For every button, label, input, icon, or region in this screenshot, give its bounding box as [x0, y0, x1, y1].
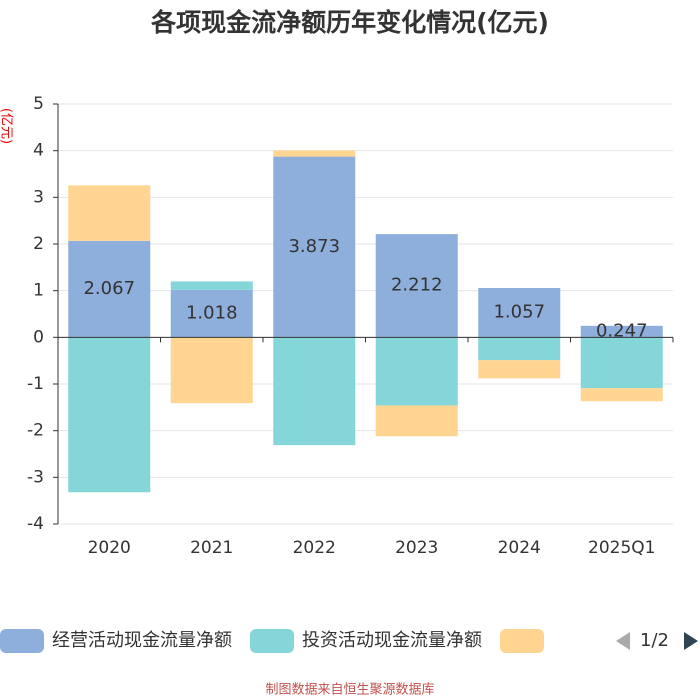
y-tick-label: 4 — [33, 141, 44, 161]
bar — [478, 288, 561, 338]
data-label: 1.018 — [186, 303, 238, 324]
bar — [273, 150, 356, 157]
legend-label: 经营活动现金流量净额 — [52, 630, 232, 651]
bar — [68, 240, 151, 338]
bar — [580, 388, 663, 402]
legend-swatch — [0, 629, 44, 653]
y-tick-label: 2 — [33, 234, 44, 254]
bar — [478, 337, 561, 361]
bar — [580, 337, 663, 389]
bar — [170, 289, 253, 338]
bar — [170, 281, 253, 290]
bar — [478, 360, 561, 379]
data-label: 2.067 — [83, 278, 135, 299]
legend-page: 1/2 — [640, 630, 669, 651]
y-tick-label: -1 — [27, 374, 44, 394]
bar — [580, 325, 663, 338]
data-label: 3.873 — [288, 236, 340, 257]
bar — [375, 234, 458, 338]
bar — [68, 185, 151, 241]
bar — [375, 337, 458, 406]
data-label: 0.247 — [596, 321, 648, 342]
y-tick-label: 5 — [33, 94, 44, 114]
source-note: 制图数据来自恒生聚源数据库 — [265, 682, 434, 698]
y-tick-label: -2 — [27, 421, 44, 441]
y-axis-label: (亿元) — [0, 108, 14, 144]
y-tick-label: -3 — [27, 467, 44, 487]
x-tick-label: 2024 — [498, 538, 541, 558]
data-label: 2.212 — [391, 275, 443, 296]
legend-swatch — [250, 629, 294, 653]
bar — [273, 337, 356, 446]
legend-next[interactable] — [684, 632, 698, 650]
legend-prev — [616, 632, 630, 650]
chart-title: 各项现金流净额历年变化情况(亿元) — [150, 8, 549, 37]
y-tick-label: 3 — [33, 187, 44, 207]
x-tick-label: 2025Q1 — [588, 538, 655, 558]
x-tick-label: 2021 — [190, 538, 233, 558]
bar — [273, 156, 356, 338]
bar — [68, 337, 151, 493]
legend-label: 投资活动现金流量净额 — [302, 630, 482, 651]
x-tick-label: 2020 — [88, 538, 131, 558]
x-tick-label: 2022 — [293, 538, 336, 558]
legend-swatch — [500, 629, 544, 653]
y-tick-label: 0 — [33, 327, 44, 347]
data-label: 1.057 — [493, 302, 545, 323]
y-tick-label: 1 — [33, 281, 44, 301]
bar — [170, 337, 253, 404]
bar — [375, 405, 458, 437]
x-tick-label: 2023 — [395, 538, 438, 558]
y-tick-label: -4 — [27, 514, 44, 534]
